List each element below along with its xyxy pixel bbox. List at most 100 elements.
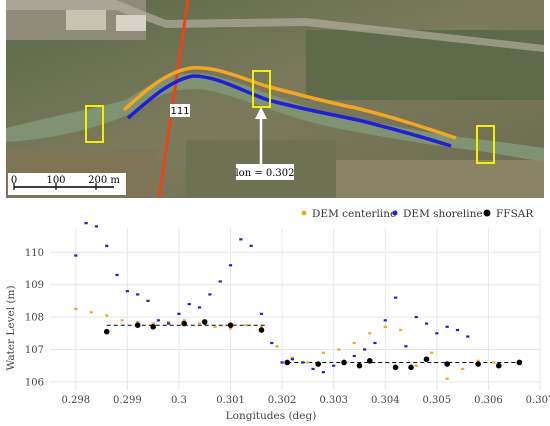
satellite-map: 111 lon = 0.302 0 100 200 m	[6, 0, 544, 198]
point-ffsar	[315, 361, 322, 367]
legend-label-dem-shoreline: DEM shoreline	[403, 208, 483, 220]
x-tick-label: 0.307	[526, 395, 550, 406]
point-dem-shoreline	[228, 264, 233, 267]
legend-marker-dem-shoreline	[392, 210, 398, 216]
point-dem-centerline	[461, 367, 465, 371]
point-dem-centerline	[321, 351, 325, 354]
point-dem-centerline	[182, 319, 186, 322]
point-dem-centerline	[337, 348, 341, 351]
point-dem-centerline	[290, 356, 295, 359]
point-dem-shoreline	[84, 222, 88, 225]
point-dem-shoreline	[270, 341, 274, 345]
point-dem-shoreline	[115, 273, 119, 277]
point-dem-shoreline	[383, 319, 387, 322]
point-ffsar	[356, 362, 363, 369]
point-dem-shoreline	[125, 290, 129, 293]
point-dem-centerline	[259, 325, 264, 328]
chart-ticks: 0.298 0.299 0.3 0.301 0.302 0.303 0.304 0.305 0.…	[25, 248, 550, 406]
map-road	[6, 0, 544, 52]
point-dem-centerline	[306, 361, 310, 364]
point-dem-centerline	[476, 359, 480, 362]
point-dem-shoreline	[332, 364, 336, 367]
point-ffsar	[516, 359, 523, 366]
point-dem-shoreline	[321, 371, 325, 374]
point-dem-shoreline	[259, 312, 264, 315]
chart-reference-lines	[106, 324, 520, 363]
satellite-map-panel: 111 lon = 0.302 0 100 200 m	[6, 0, 544, 198]
point-dem-shoreline	[249, 244, 253, 247]
map-track-label-bg	[170, 104, 190, 117]
map-building	[116, 15, 146, 31]
y-tick-label: 109	[25, 280, 44, 291]
water-level-chart-panel: 0.298 0.299 0.3 0.301 0.302 0.303 0.304 0.305 0.…	[0, 200, 550, 426]
point-ffsar	[258, 327, 265, 333]
map-orchard-area	[306, 30, 544, 100]
point-dem-centerline	[275, 345, 279, 348]
point-dem-shoreline	[239, 238, 243, 241]
point-dem-shoreline	[187, 303, 191, 306]
x-tick-label: 0.298	[61, 395, 90, 406]
point-dem-shoreline	[197, 306, 202, 309]
point-dem-centerline	[136, 320, 140, 324]
x-tick-label: 0.306	[474, 395, 503, 406]
chart-grid	[50, 228, 541, 390]
point-dem-shoreline	[424, 322, 429, 325]
map-region-box-west	[85, 105, 104, 143]
point-ffsar	[366, 358, 373, 364]
point-dem-shoreline	[404, 345, 408, 348]
point-dem-centerline	[244, 324, 248, 327]
map-scalebar-label: 100	[46, 175, 65, 186]
point-dem-centerline	[197, 322, 202, 325]
y-tick-label: 107	[25, 345, 44, 356]
map-track-label: 111	[170, 106, 189, 117]
point-dem-centerline	[151, 322, 155, 325]
water-level-chart: 0.298 0.299 0.3 0.301 0.302 0.303 0.304 0.305 0.…	[5, 208, 550, 422]
y-axis-label: Water Level (m)	[5, 285, 17, 370]
point-ffsar	[103, 328, 110, 335]
point-dem-centerline	[120, 319, 124, 322]
point-ffsar	[134, 322, 141, 328]
point-dem-centerline	[105, 314, 109, 317]
point-ffsar	[444, 361, 450, 367]
point-dem-shoreline	[363, 348, 367, 351]
map-field-area	[336, 160, 544, 198]
point-dem-centerline	[89, 311, 93, 314]
map-satellite-track	[157, 0, 190, 198]
x-tick-label: 0.3	[171, 395, 187, 406]
point-dem-shoreline	[94, 225, 99, 228]
point-dem-shoreline	[146, 299, 150, 302]
point-dem-shoreline	[218, 280, 222, 283]
y-tick-label: 106	[25, 377, 44, 388]
point-dem-shoreline	[301, 361, 305, 364]
legend-marker-dem-centerline	[301, 210, 307, 216]
point-dem-shoreline	[136, 293, 140, 296]
point-ffsar	[495, 362, 502, 369]
point-dem-shoreline	[208, 293, 212, 296]
point-dem-shoreline	[290, 358, 295, 361]
point-dem-shoreline	[74, 254, 78, 257]
map-marker-label-bg	[236, 164, 294, 180]
point-dem-centerline	[399, 328, 403, 332]
point-ffsar	[341, 359, 347, 366]
point-ffsar	[392, 364, 399, 371]
point-dem-centerline	[228, 327, 233, 330]
point-ffsar	[284, 359, 291, 366]
point-ffsar	[423, 356, 430, 363]
point-dem-centerline	[368, 332, 372, 335]
legend-label-ffsar: FFSAR	[496, 208, 534, 220]
point-dem-shoreline	[455, 328, 460, 332]
point-dem-shoreline	[280, 361, 284, 364]
y-tick-label: 110	[25, 248, 44, 259]
point-ffsar	[201, 319, 208, 325]
point-dem-shoreline	[414, 316, 418, 319]
point-ffsar	[408, 364, 414, 371]
legend-marker-ffsar	[483, 209, 491, 217]
chart-legend: DEM centerline DEM shoreline FFSAR	[301, 208, 534, 220]
point-dem-shoreline	[445, 325, 449, 328]
map-dem-centerline	[122, 66, 457, 140]
map-dem-shoreline	[126, 74, 452, 148]
x-tick-label: 0.299	[113, 395, 142, 406]
point-dem-centerline	[213, 325, 217, 328]
point-dem-centerline	[491, 361, 496, 364]
point-dem-shoreline	[156, 319, 160, 322]
